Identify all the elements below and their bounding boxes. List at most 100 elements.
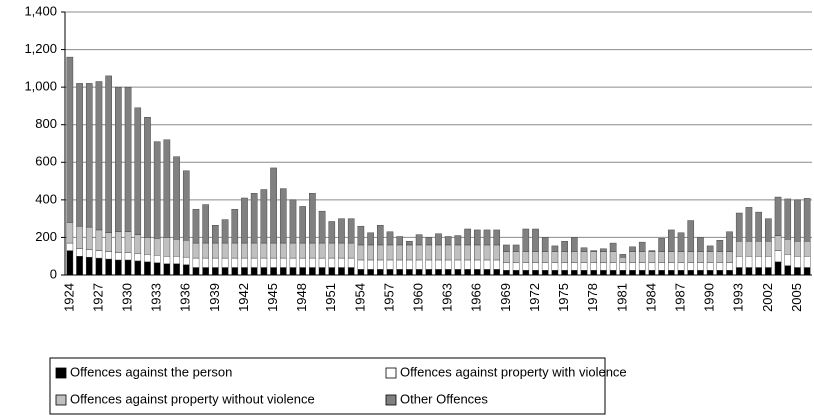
bar-segment [279, 257, 287, 268]
x-tick-label: 1930 [119, 283, 134, 312]
bar-segment [425, 244, 433, 261]
bar-segment [483, 244, 491, 261]
bar-segment [396, 244, 403, 261]
y-tick-label: 0 [50, 266, 57, 281]
bar-segment [658, 262, 665, 271]
bar-segment [357, 225, 365, 246]
bar-segment [493, 269, 501, 276]
bar-segment [726, 231, 733, 252]
legend-label: Offences against property without violen… [70, 391, 315, 406]
bar-segment [454, 244, 462, 261]
bar-segment [115, 252, 122, 261]
bar-segment [270, 257, 277, 268]
bar-segment [182, 264, 190, 276]
bar-segment [406, 259, 413, 270]
bar-segment [474, 269, 481, 276]
bar-segment [600, 262, 607, 271]
bar-segment [270, 242, 277, 259]
bar-segment [134, 253, 142, 262]
bar-segment [338, 242, 345, 259]
bar-segment [755, 256, 762, 268]
bar-segment [716, 270, 724, 276]
bar-segment [212, 225, 219, 244]
bar-segment [483, 269, 491, 276]
bar-segment [173, 263, 180, 276]
bar-segment [590, 270, 598, 276]
bar-segment [435, 244, 442, 261]
bar-segment [512, 262, 520, 271]
bar-segment [250, 242, 258, 259]
bar-segment [464, 259, 471, 270]
bar-segment [735, 212, 743, 242]
bar-segment [144, 261, 151, 276]
bar-segment [173, 256, 180, 264]
x-tick-label: 1924 [61, 283, 76, 312]
bar-segment [279, 242, 287, 259]
bar-segment [124, 259, 132, 276]
bar-segment [493, 229, 501, 246]
x-tick-label: 2005 [789, 283, 804, 312]
bar-segment [745, 207, 753, 242]
bar-segment [687, 220, 695, 252]
x-tick-label: 1951 [323, 283, 338, 312]
bar-segment [474, 229, 481, 246]
x-tick-label: 1948 [294, 283, 309, 312]
bar-segment [803, 256, 811, 268]
bar-segment [619, 270, 627, 276]
x-tick-label: 1972 [527, 283, 542, 312]
bar-segment [522, 251, 530, 263]
bar-segment [66, 222, 74, 244]
bar-segment [541, 270, 549, 276]
bar-segment [755, 211, 762, 242]
bar-segment [192, 257, 200, 268]
bar-segment [600, 270, 607, 276]
bar-segment [367, 269, 374, 276]
bar-segment [192, 209, 200, 244]
bar-segment [231, 257, 239, 268]
bar-segment [454, 259, 462, 270]
bar-segment [716, 262, 724, 271]
bar-segment [406, 240, 413, 246]
bar-segment [289, 199, 297, 244]
bar-segment [648, 250, 656, 252]
x-tick-label: 1957 [381, 283, 396, 312]
bar-segment [580, 270, 588, 276]
y-tick-label: 600 [35, 154, 57, 169]
bar-segment [182, 170, 190, 241]
bar-segment [765, 240, 772, 257]
bar-segment [784, 265, 792, 276]
bar-segment [347, 242, 355, 259]
bar-segment [522, 228, 530, 252]
bar-segment [367, 259, 374, 270]
bar-segment [221, 242, 229, 259]
bar-segment [309, 257, 316, 268]
bar-segment [561, 240, 568, 252]
bar-segment [784, 254, 792, 266]
bar-segment [66, 250, 74, 276]
bar-segment [755, 240, 762, 257]
bar-segment [221, 257, 229, 268]
bar-segment [279, 188, 287, 244]
bar-segment [668, 229, 675, 252]
bar-segment [309, 267, 316, 276]
x-tick-label: 1960 [411, 283, 426, 312]
bar-segment [85, 256, 93, 276]
bar-segment [571, 270, 578, 276]
x-tick-label: 1954 [352, 283, 367, 312]
bar-segment [338, 218, 345, 244]
legend-label: Offences against the person [70, 364, 232, 379]
bar-segment [735, 267, 743, 276]
bar-segment [289, 242, 297, 259]
bar-segment [357, 269, 365, 276]
bar-segment [376, 259, 384, 270]
bar-segment [765, 218, 772, 242]
bar-segment [289, 257, 297, 268]
bar-segment [76, 256, 83, 276]
bar-segment [803, 267, 811, 276]
bar-segment [803, 240, 811, 257]
bar-segment [221, 219, 229, 244]
bar-segment [503, 244, 510, 252]
bar-segment [629, 270, 636, 276]
bar-segment [396, 259, 403, 270]
